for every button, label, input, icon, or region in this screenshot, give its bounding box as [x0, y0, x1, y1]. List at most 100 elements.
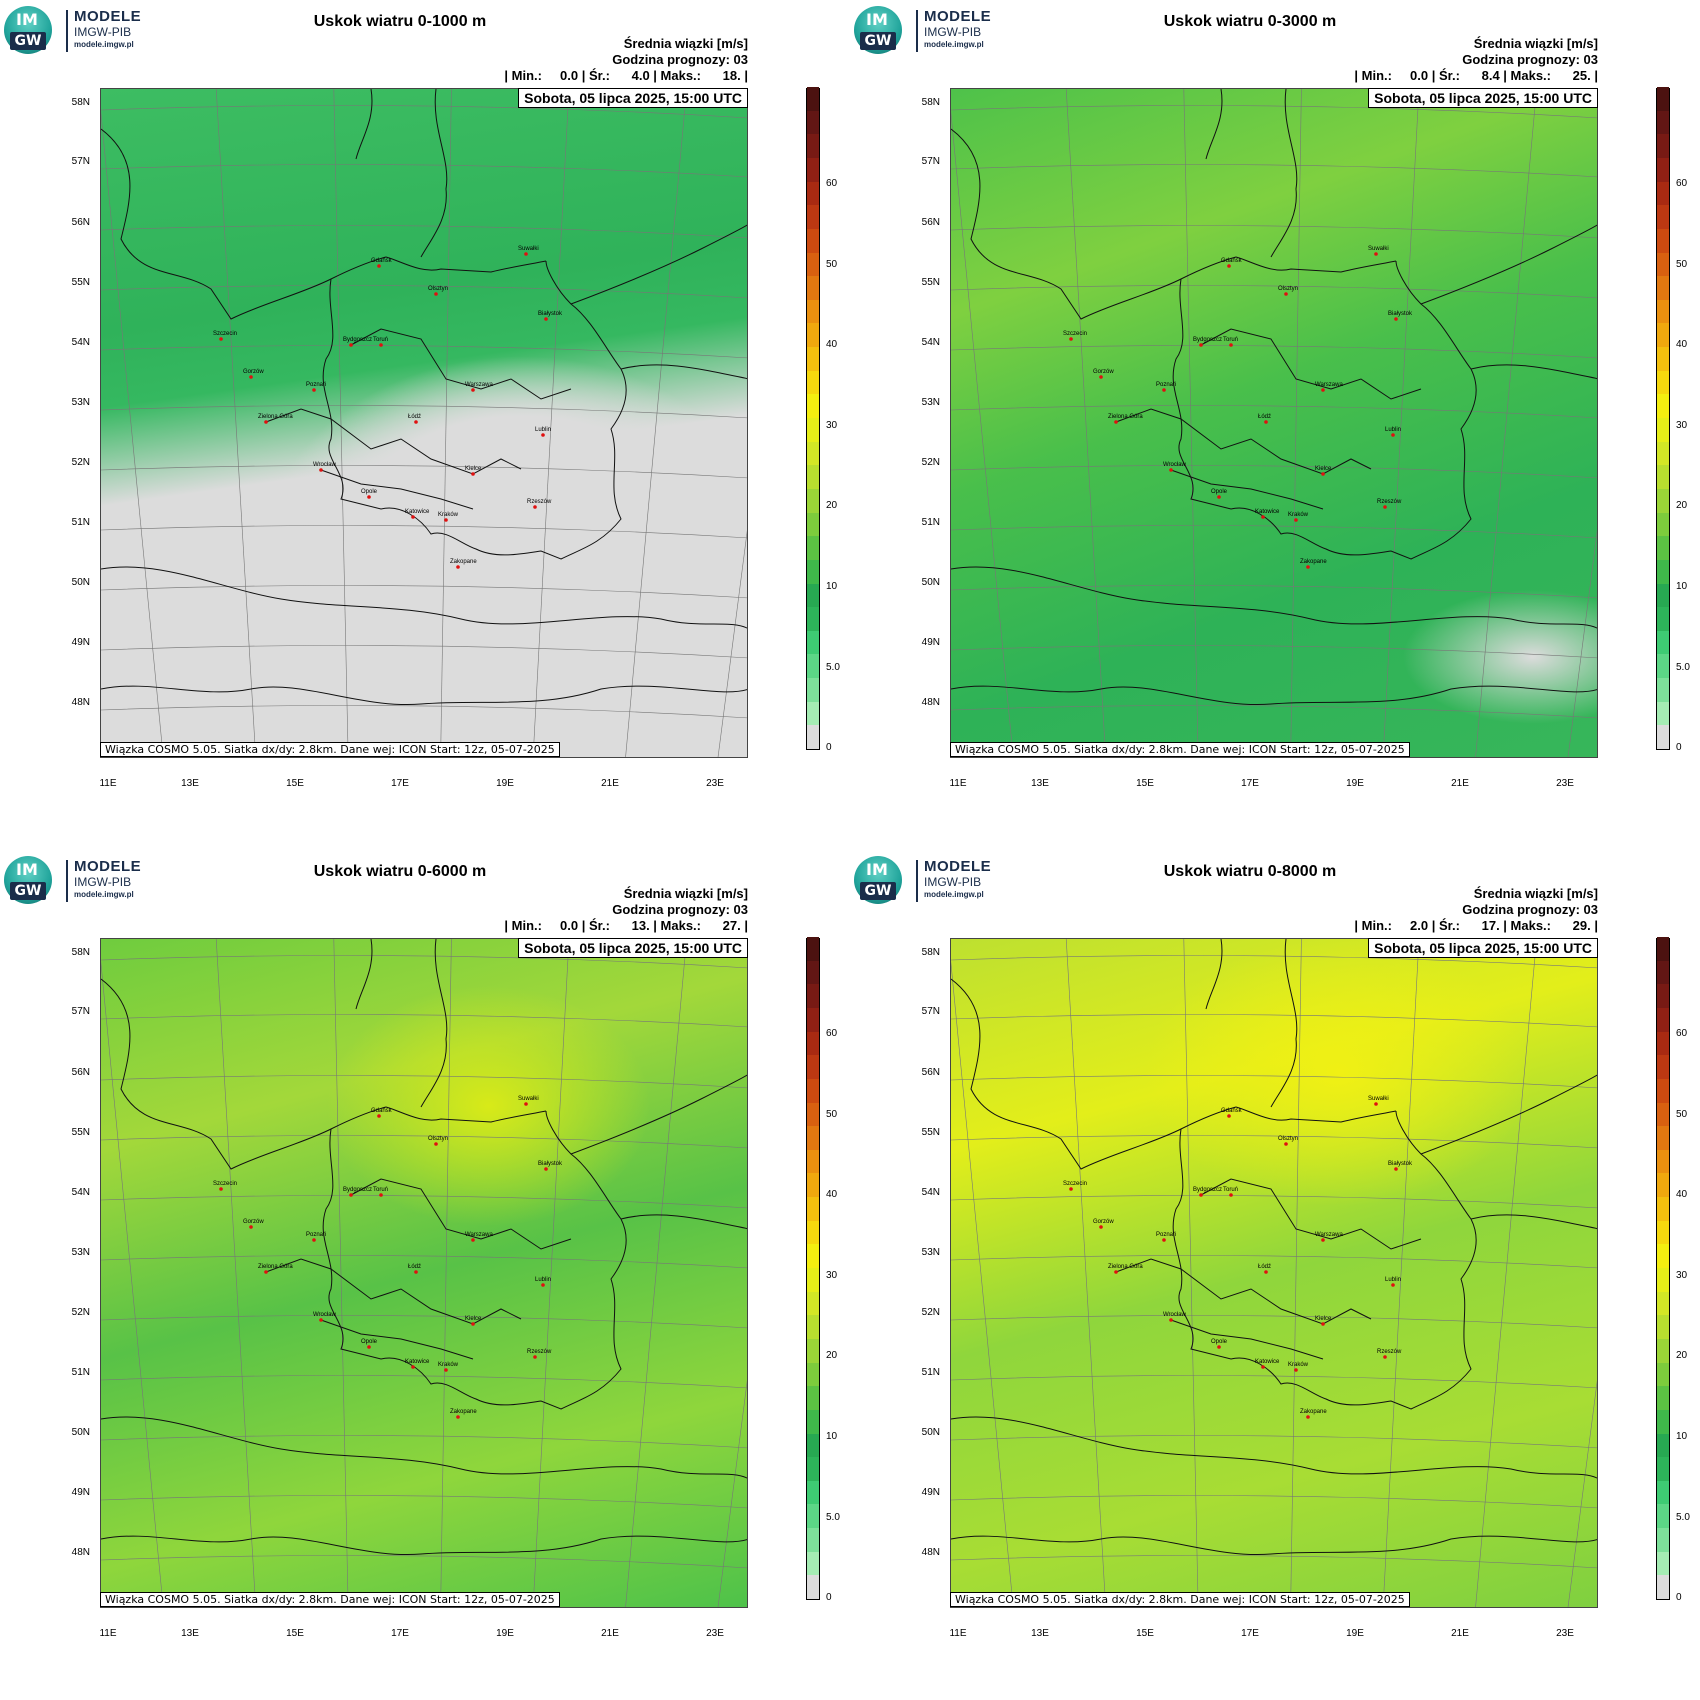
colorbar-label: 0 — [826, 1592, 832, 1603]
colorbar-segment — [807, 228, 819, 253]
colorbar-segment — [807, 1314, 819, 1339]
border-line — [355, 939, 373, 1010]
city-label: Kraków — [1288, 1362, 1309, 1368]
colorbar-segment — [1657, 724, 1669, 749]
map-panel-3: IM GW MODELE IMGW-PIB modele.imgw.pl Usk… — [0, 850, 850, 1700]
latitude-tick: 49N — [921, 1487, 940, 1498]
city-marker — [1229, 1193, 1233, 1197]
colorbar-segment — [807, 110, 819, 135]
longitude-gridline — [101, 110, 164, 757]
colorbar-segment — [807, 653, 819, 679]
latitude-gridline — [101, 1255, 747, 1269]
border-line — [1172, 260, 1477, 560]
logo-line2: IMGW-PIB — [74, 25, 132, 39]
longitude-gridline — [717, 1380, 747, 1607]
colorbar-segment — [807, 252, 819, 277]
colorbar-label: 60 — [826, 1028, 838, 1039]
colorbar — [806, 936, 820, 1600]
colorbar-label: 0 — [826, 742, 832, 753]
forecast-hour: Godzina prognozy: 03 — [1462, 52, 1598, 67]
colorbar-segment — [1657, 204, 1669, 229]
border-line — [101, 1416, 747, 1479]
city-label: Poznań — [306, 1232, 326, 1238]
colorbar-label: 60 — [1676, 178, 1688, 189]
city-label: Bydgoszcz — [343, 337, 372, 343]
city-label: Opole — [1211, 1339, 1228, 1345]
colorbar-label: 50 — [826, 1109, 838, 1120]
city-label: Białystok — [538, 1161, 563, 1167]
imgw-logo-icon: IM GW — [854, 6, 902, 54]
colorbar-segment — [1657, 701, 1669, 726]
longitude-gridline — [532, 939, 570, 1607]
longitude-tick: 19E — [1346, 1628, 1364, 1639]
imgw-logo: IM GW MODELE IMGW-PIB modele.imgw.pl — [4, 856, 154, 906]
colorbar-segment — [1657, 535, 1669, 560]
city-marker — [444, 518, 448, 522]
border-line — [1470, 364, 1597, 380]
colorbar-label: 10 — [1676, 581, 1688, 592]
imgw-logo-icon: IM GW — [4, 6, 52, 54]
city-marker — [1321, 1238, 1325, 1242]
colorbar-label: 30 — [826, 420, 838, 431]
city-marker — [1306, 565, 1310, 569]
colorbar-label: 5.0 — [826, 1512, 840, 1523]
latitude-gridline — [101, 1075, 747, 1089]
colorbar-segment — [1657, 1527, 1669, 1552]
colorbar-segment — [1657, 1314, 1669, 1339]
colorbar-segment — [1657, 488, 1669, 513]
latitude-tick: 56N — [71, 1067, 90, 1078]
longitude-gridline — [1290, 89, 1302, 757]
longitude-tick: 21E — [1451, 1628, 1469, 1639]
colorbar-label: 50 — [1676, 1109, 1688, 1120]
colorbar-segment — [807, 1196, 819, 1221]
latitude-tick: 57N — [71, 1006, 90, 1017]
city-label: Białystok — [1388, 311, 1413, 317]
colorbar-segment — [1657, 86, 1669, 111]
longitude-tick: 15E — [1136, 1628, 1154, 1639]
border-line — [101, 566, 747, 629]
latitude-tick: 48N — [921, 1547, 940, 1558]
city-marker — [1391, 1283, 1395, 1287]
longitude-tick: 13E — [1031, 778, 1049, 789]
latitude-gridline — [101, 585, 747, 599]
latitude-gridline — [951, 105, 1597, 119]
city-marker — [1394, 317, 1398, 321]
colorbar-segment — [1657, 983, 1669, 1008]
longitude-tick: 17E — [1241, 1628, 1259, 1639]
longitude-tick: 11E — [99, 778, 117, 789]
city-marker — [1264, 420, 1268, 424]
city-label: Gdańsk — [1221, 258, 1243, 264]
border-line — [951, 566, 1597, 629]
city-label: Gdańsk — [371, 1108, 393, 1114]
latitude-gridline — [951, 585, 1597, 599]
latitude-tick: 56N — [921, 1067, 940, 1078]
colorbar-segment — [807, 299, 819, 324]
city-label: Wrocław — [313, 1312, 337, 1318]
city-marker — [319, 1318, 323, 1322]
longitude-gridline — [1475, 89, 1537, 757]
longitude-gridline — [951, 110, 1014, 757]
city-marker — [1162, 388, 1166, 392]
latitude-tick: 54N — [71, 337, 90, 348]
longitude-gridline — [1290, 939, 1302, 1607]
city-marker — [456, 565, 460, 569]
logo-line3: modele.imgw.pl — [74, 40, 134, 49]
colorbar-segment — [807, 133, 819, 158]
colorbar-segment — [807, 346, 819, 371]
longitude-gridline — [951, 960, 1014, 1607]
map-panel-1: IM GW MODELE IMGW-PIB modele.imgw.pl Usk… — [0, 0, 850, 850]
latitude-gridline — [101, 164, 747, 178]
city-label: Zakopane — [1300, 559, 1327, 565]
city-label: Łódź — [1258, 414, 1271, 420]
latitude-tick: 53N — [71, 397, 90, 408]
longitude-gridline — [532, 89, 570, 757]
latitude-tick: 53N — [921, 1247, 940, 1258]
city-label: Toruń — [1223, 1187, 1238, 1193]
longitude-tick: 19E — [496, 778, 514, 789]
mean-label: Średnia wiązki [m/s] — [1473, 886, 1598, 901]
latitude-gridline — [101, 1375, 747, 1389]
colorbar-segment — [807, 1149, 819, 1174]
city-marker — [1374, 252, 1378, 256]
colorbar-segment — [1657, 464, 1669, 489]
latitude-gridline — [951, 1075, 1597, 1089]
